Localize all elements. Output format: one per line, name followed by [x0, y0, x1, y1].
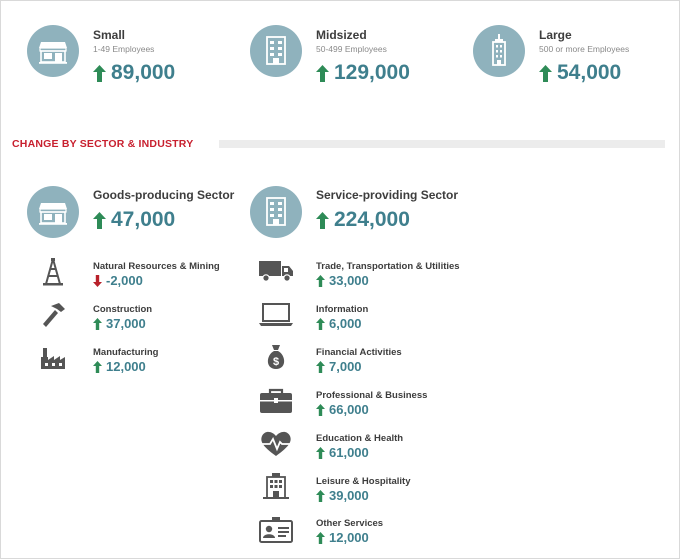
storefront-icon	[39, 203, 67, 225]
industry-label: Information	[316, 304, 369, 315]
industry-value-row: 61,000	[316, 445, 369, 460]
industry-label: Natural Resources & Mining	[93, 261, 220, 272]
industry-label: Construction	[93, 304, 153, 315]
industry-value: 12,000	[106, 359, 146, 374]
arrow-up-icon	[316, 403, 325, 416]
briefcase-icon	[260, 388, 292, 413]
arrow-up-icon	[539, 64, 552, 82]
oil-derrick-icon	[43, 258, 63, 286]
industry-value-row: 7,000	[316, 359, 362, 374]
size-large-value-row: 54,000	[539, 61, 621, 85]
industry-value: 33,000	[329, 273, 369, 288]
size-small-subtitle: 1-49 Employees	[93, 44, 155, 54]
arrow-up-icon	[316, 317, 325, 330]
arrow-up-icon	[316, 489, 325, 502]
industry-value-row: 6,000	[316, 316, 362, 331]
size-small-value: 89,000	[111, 61, 176, 84]
arrow-up-icon	[93, 211, 106, 229]
truck-icon	[259, 261, 293, 282]
industry-value-row: 66,000	[316, 402, 369, 417]
sector-service-circle	[250, 186, 302, 238]
hotel-icon	[263, 473, 289, 499]
industry-value: -2,000	[106, 273, 143, 288]
money-bag-icon: $	[267, 345, 285, 369]
industry-value: 7,000	[329, 359, 362, 374]
size-small-value-row: 89,000	[93, 61, 175, 85]
arrow-up-icon	[316, 531, 325, 544]
arrow-up-icon	[316, 446, 325, 459]
size-small-circle	[27, 25, 79, 77]
arrow-up-icon	[316, 211, 329, 229]
industry-value: 66,000	[329, 402, 369, 417]
industry-label: Education & Health	[316, 433, 404, 444]
sector-goods-title: Goods-producing Sector	[93, 188, 235, 202]
sector-goods-value-row: 47,000	[93, 208, 175, 232]
industry-value-row: 33,000	[316, 273, 369, 288]
arrow-up-icon	[316, 360, 325, 373]
size-large-subtitle: 500 or more Employees	[539, 44, 630, 54]
hammer-icon	[43, 303, 65, 327]
industry-value-row: 12,000	[93, 359, 146, 374]
size-midsized-circle	[250, 25, 302, 77]
industry-value-row: -2,000	[93, 273, 143, 288]
size-large-title: Large	[539, 28, 572, 42]
arrow-up-icon	[93, 317, 102, 330]
arrow-up-icon	[93, 64, 106, 82]
heart-pulse-icon	[261, 431, 291, 456]
sector-goods-circle	[27, 186, 79, 238]
industry-label: Financial Activities	[316, 347, 402, 358]
industry-value: 39,000	[329, 488, 369, 503]
industry-value: 12,000	[329, 530, 369, 545]
size-large-circle	[473, 25, 525, 77]
industry-label: Professional & Business	[316, 390, 428, 401]
arrow-down-icon	[93, 274, 102, 287]
id-card-icon	[259, 517, 293, 543]
section-title: CHANGE BY SECTOR & INDUSTRY	[12, 138, 194, 150]
svg-text:$: $	[273, 356, 279, 368]
industry-label: Leisure & Hospitality	[316, 476, 411, 487]
size-midsized-value: 129,000	[334, 61, 410, 84]
industry-value-row: 12,000	[316, 530, 369, 545]
factory-icon	[41, 348, 65, 369]
sector-service-value-row: 224,000	[316, 208, 410, 232]
sector-service-value: 224,000	[334, 208, 410, 231]
industry-label: Manufacturing	[93, 347, 159, 358]
size-small-title: Small	[93, 28, 126, 42]
industry-value: 61,000	[329, 445, 369, 460]
industry-value-row: 37,000	[93, 316, 146, 331]
industry-value-row: 39,000	[316, 488, 369, 503]
arrow-up-icon	[93, 360, 102, 373]
sector-service-title: Service-providing Sector	[316, 188, 459, 202]
industry-value: 37,000	[106, 316, 146, 331]
industry-label: Trade, Transportation & Utilities	[316, 261, 460, 272]
office-building-icon	[266, 36, 286, 65]
industry-value: 6,000	[329, 316, 362, 331]
industry-label: Other Services	[316, 518, 384, 529]
section-divider	[219, 140, 665, 148]
storefront-icon	[39, 42, 67, 64]
size-midsized-subtitle: 50-499 Employees	[316, 44, 387, 54]
sector-goods-value: 47,000	[111, 208, 176, 231]
size-midsized-title: Midsized	[316, 28, 367, 42]
skyscraper-icon	[492, 34, 506, 66]
size-large-value: 54,000	[557, 61, 622, 84]
arrow-up-icon	[316, 64, 329, 82]
laptop-icon	[259, 303, 293, 326]
arrow-up-icon	[316, 274, 325, 287]
size-midsized-value-row: 129,000	[316, 61, 410, 85]
office-building-icon	[266, 197, 286, 226]
